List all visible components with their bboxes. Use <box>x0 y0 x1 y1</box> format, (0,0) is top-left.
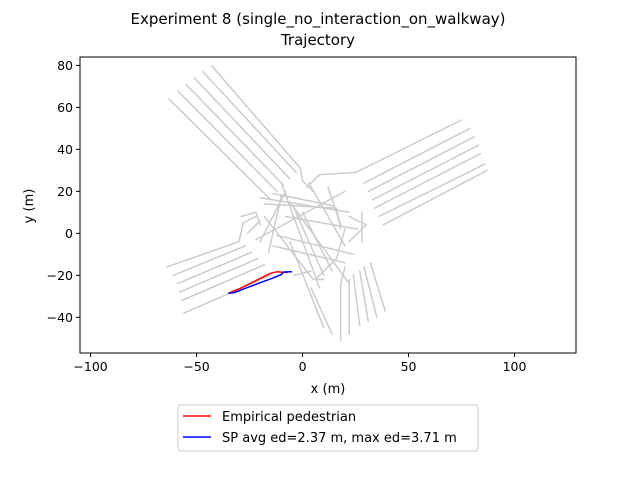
x-tick-label: 50 <box>401 359 417 374</box>
lane-line <box>263 203 342 230</box>
lane-line <box>378 163 486 218</box>
x-tick-label: 0 <box>299 359 307 374</box>
lane-line <box>168 98 272 201</box>
lane-line <box>310 287 333 335</box>
lane-line <box>255 190 346 241</box>
lane-line <box>246 219 261 235</box>
x-tick-label: −100 <box>73 359 107 374</box>
lane-line <box>308 182 346 247</box>
x-axis-ticks: −100 −50 0 50 100 <box>73 353 527 374</box>
y-axis-ticks: −40 −20 0 20 40 60 80 <box>47 58 80 325</box>
lane-line <box>301 211 333 272</box>
lane-line <box>176 251 253 285</box>
lane-line <box>210 64 314 193</box>
y-tick-label: −20 <box>47 268 73 283</box>
lane-line <box>293 207 325 277</box>
chart-title: Experiment 8 (single_no_interaction_on_w… <box>131 10 506 29</box>
y-tick-label: 60 <box>57 100 73 115</box>
lane-line <box>202 70 297 174</box>
x-axis-label: x (m) <box>311 382 346 397</box>
lane-line <box>371 144 480 201</box>
legend-label-sp: SP avg ed=2.37 m, max ed=3.71 m <box>222 431 457 446</box>
lane-line <box>348 215 367 243</box>
lane-line <box>382 169 488 226</box>
lane-line <box>259 190 287 243</box>
x-tick-label: −50 <box>183 359 209 374</box>
y-tick-label: 0 <box>65 226 73 241</box>
lane-line <box>172 245 247 277</box>
lane-line <box>193 77 291 180</box>
lane-line <box>367 136 476 193</box>
lane-line <box>306 119 463 188</box>
lane-line <box>327 186 342 226</box>
y-tick-label: 20 <box>57 184 73 199</box>
chart-subtitle: Trajectory <box>280 31 355 49</box>
y-tick-label: −40 <box>47 310 73 325</box>
lane-line <box>272 245 346 264</box>
sp-prediction-line <box>228 271 292 295</box>
lane-line <box>178 257 259 293</box>
y-tick-label: 40 <box>57 142 73 157</box>
lane-line <box>363 127 471 184</box>
lane-line <box>176 89 278 193</box>
lane-line <box>180 264 266 302</box>
lane-line <box>284 215 359 230</box>
lane-line <box>359 270 370 323</box>
lane-line <box>276 234 355 256</box>
lane-line <box>293 270 312 277</box>
lane-line <box>339 266 346 342</box>
lane-line <box>183 274 272 314</box>
legend-label-empirical: Empirical pedestrian <box>222 410 356 425</box>
lane-line <box>259 196 350 214</box>
lane-line <box>240 211 261 226</box>
lane-line <box>363 266 378 319</box>
lane-line <box>166 215 257 268</box>
lane-line <box>185 83 285 186</box>
x-tick-label: 100 <box>503 359 527 374</box>
background-lanes <box>166 64 488 342</box>
y-axis-label: y (m) <box>22 189 37 224</box>
plot-frame <box>79 56 577 354</box>
legend-frame <box>177 404 479 452</box>
y-tick-label: 80 <box>57 58 73 73</box>
trajectory-series <box>228 271 292 295</box>
lane-line <box>263 215 325 281</box>
lane-line <box>352 274 361 327</box>
lane-line <box>280 182 321 289</box>
legend: Empirical pedestrian SP avg ed=2.37 m, m… <box>177 404 479 452</box>
lane-line <box>369 261 386 312</box>
lane-line <box>373 152 482 209</box>
